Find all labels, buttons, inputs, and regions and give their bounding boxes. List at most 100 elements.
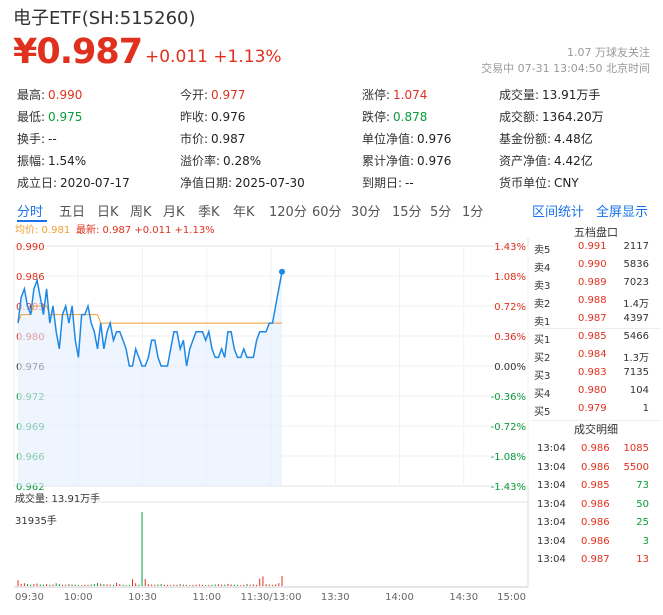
stat-label: 累计净值: [362, 154, 415, 168]
y-tick-right: -0.72% [491, 422, 526, 433]
orderbook-label: 卖3 [534, 281, 551, 292]
stat-item: 基金份额: 4.48亿 [499, 130, 593, 147]
stat-item: 最高: 0.990 [17, 86, 82, 103]
stats-row: 振幅: 1.54% 溢价率: 0.28% 累计净值: 0.976 资产净值: 4.42亿 [17, 150, 657, 172]
price-change: +0.011 +1.13% [145, 47, 282, 67]
x-tick: 14:00 [385, 592, 414, 603]
trade-price: 0.985 [581, 480, 610, 491]
tab-月K[interactable]: 月K [163, 205, 185, 220]
orderbook-price: 0.990 [578, 259, 607, 270]
stat-label: 今开: [180, 88, 209, 102]
orderbook-price: 0.980 [578, 385, 607, 396]
orderbook-label: 买3 [534, 371, 551, 382]
tab-60分[interactable]: 60分 [312, 205, 342, 220]
x-tick: 10:30 [128, 592, 157, 603]
orderbook-row: 买2 0.984 1.3万 [531, 346, 661, 364]
stat-value: -- [405, 176, 414, 190]
orderbook-volume: 5466 [623, 331, 649, 342]
stat-item: 今开: 0.977 [180, 86, 245, 103]
current-price: ¥0.987 [13, 32, 143, 72]
stats-row: 成立日: 2020-07-17 净值日期: 2025-07-30 到期日: -- 货币单位:… [17, 172, 657, 194]
tab-30分[interactable]: 30分 [351, 205, 381, 220]
orderbook-row: 卖2 0.988 1.4万 [531, 292, 661, 310]
stat-label: 成交额: [499, 110, 540, 124]
x-tick: 11:30/13:00 [240, 592, 301, 603]
stat-item: 资产净值: 4.42亿 [499, 152, 593, 169]
trade-volume: 13 [636, 554, 649, 565]
trade-time: 13:04 [537, 554, 566, 565]
trade-time: 13:04 [537, 535, 566, 547]
orderbook-volume: 7135 [623, 367, 649, 378]
page-title: 电子ETF(SH:515260) [13, 8, 196, 29]
stat-value: 0.976 [417, 132, 452, 146]
stat-label: 货币单位: [499, 176, 552, 190]
stats-row: 最低: 0.975 昨收: 0.976 跌停: 0.878 成交额: 1364.20万 [17, 106, 657, 128]
orderbook-volume: 2117 [623, 241, 649, 252]
stat-item: 换手: -- [17, 130, 57, 147]
trade-row: 13:04 0.986 50 [531, 496, 661, 514]
stat-item: 溢价率: 0.28% [180, 152, 261, 169]
stat-item: 振幅: 1.54% [17, 152, 86, 169]
tab-5分[interactable]: 5分 [430, 205, 452, 220]
stat-label: 跌停: [362, 110, 391, 124]
fullscreen-link[interactable]: 全屏显示 [596, 205, 649, 220]
stat-value: 0.28% [223, 154, 262, 168]
y-tick-left: 0.990 [16, 242, 45, 253]
stat-label: 换手: [17, 132, 46, 146]
trade-price: 0.986 [581, 535, 610, 547]
stat-item: 成交额: 1364.20万 [499, 108, 604, 125]
stat-item: 单位净值: 0.976 [362, 130, 451, 147]
stat-value: 0.975 [48, 110, 83, 124]
tab-1分[interactable]: 1分 [462, 205, 484, 220]
intraday-chart[interactable]: 均价: 0.981 最新: 0.987 +0.011 +1.13% 0.990 1.4… [0, 222, 663, 615]
y-tick-right: -1.43% [491, 482, 526, 493]
active-tab-indicator [17, 220, 47, 222]
tab-年K[interactable]: 年K [233, 205, 255, 220]
trade-time: 13:04 [537, 480, 566, 491]
tab-分时[interactable]: 分时 [17, 205, 44, 220]
period-tabs: 分时 五日 日K 周K 月K 季K 年K 120分 60分 30分 15分 5分 1分 [0, 199, 663, 223]
trade-row: 13:04 0.986 1085 [531, 440, 661, 458]
y-tick-right: 0.00% [494, 362, 526, 373]
volume-peak-label: 31935手 [15, 514, 57, 527]
stat-label: 最低: [17, 110, 46, 124]
stat-value: 0.878 [393, 110, 428, 124]
tab-季K[interactable]: 季K [198, 205, 220, 220]
avg-price-line [17, 305, 282, 324]
stat-value: 0.976 [211, 110, 246, 124]
followers-count: 1.07 万球友关注 [567, 46, 650, 59]
x-tick: 10:00 [64, 592, 93, 603]
tab-周K[interactable]: 周K [130, 205, 152, 220]
stat-item: 货币单位: CNY [499, 174, 579, 191]
stat-value: 0.977 [211, 88, 246, 102]
range-stats-link[interactable]: 区间统计 [532, 205, 585, 220]
y-tick-left: 0.986 [16, 272, 45, 283]
orderbook-volume: 1 [642, 403, 649, 414]
orderbook-volume: 5836 [623, 259, 649, 270]
orderbook-row: 卖4 0.990 5836 [531, 256, 661, 274]
orderbook-label: 卖2 [534, 299, 551, 310]
orderbook-price: 0.989 [578, 277, 607, 288]
orderbook-label: 买4 [534, 389, 551, 400]
stat-label: 昨收: [180, 110, 209, 124]
tab-日K[interactable]: 日K [97, 205, 119, 220]
y-tick-right: -0.36% [491, 392, 526, 403]
stat-value: 0.976 [417, 154, 452, 168]
stat-label: 基金份额: [499, 132, 552, 146]
orderbook-row: 买1 0.985 5466 [531, 328, 661, 346]
orderbook-price: 0.988 [578, 295, 607, 306]
stats-row: 最高: 0.990 今开: 0.977 涨停: 1.074 成交量: 13.91万手 [17, 84, 657, 106]
tab-120分[interactable]: 120分 [269, 205, 307, 220]
orderbook-price: 0.979 [578, 403, 607, 414]
stat-item: 最低: 0.975 [17, 108, 82, 125]
legend-avg: 均价: 0.981 [15, 224, 70, 236]
stat-value: 4.48亿 [554, 132, 593, 146]
trade-price: 0.986 [581, 498, 610, 510]
stat-item: 跌停: 0.878 [362, 108, 427, 125]
tab-15分[interactable]: 15分 [392, 205, 422, 220]
tab-五日[interactable]: 五日 [59, 205, 86, 220]
stat-label: 最高: [17, 88, 46, 102]
orderbook-volume: 7023 [623, 277, 649, 288]
orderbook-price: 0.983 [578, 367, 607, 378]
orderbook-label: 卖4 [534, 263, 551, 274]
